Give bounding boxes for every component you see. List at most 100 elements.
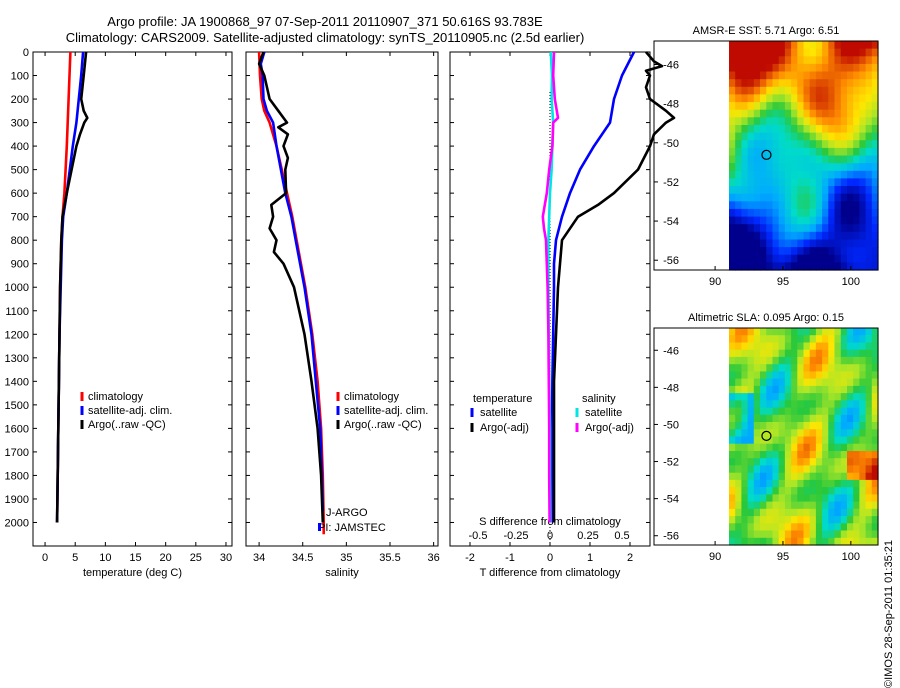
heatmap-cell bbox=[797, 102, 805, 111]
heatmap-cell bbox=[729, 537, 736, 546]
heatmap-cell bbox=[766, 385, 774, 394]
heatmap-cell bbox=[859, 41, 867, 50]
heatmap-cell bbox=[797, 132, 805, 141]
sst-map-ytick-label: -54 bbox=[663, 216, 679, 228]
heatmap-cell bbox=[847, 71, 854, 80]
heatmap-cell bbox=[735, 63, 742, 73]
heatmap-cell bbox=[791, 494, 798, 503]
heatmap-cell bbox=[772, 109, 780, 118]
heatmap-cell bbox=[753, 349, 761, 358]
heatmap-cell bbox=[815, 56, 823, 65]
heatmap-cell bbox=[871, 472, 879, 481]
heatmap-cell bbox=[772, 537, 780, 546]
heatmap-cell bbox=[747, 479, 755, 488]
heatmap-cell bbox=[871, 364, 879, 372]
heatmap-cell bbox=[766, 530, 774, 539]
heatmap-cell bbox=[797, 208, 805, 218]
heatmap-cell bbox=[772, 239, 780, 248]
heatmap-cell bbox=[729, 364, 736, 372]
heatmap-cell bbox=[859, 147, 867, 157]
heatmap-cell bbox=[772, 147, 780, 157]
heatmap-cell bbox=[809, 472, 817, 481]
heatmap-cell bbox=[766, 465, 774, 474]
heatmap-cell bbox=[865, 224, 873, 233]
heatmap-cell bbox=[847, 364, 854, 372]
heatmap-cell bbox=[865, 472, 873, 481]
heatmap-cell bbox=[828, 186, 836, 195]
heatmap-cell bbox=[822, 86, 829, 95]
heatmap-cell bbox=[735, 501, 742, 510]
heatmap-cell bbox=[828, 516, 836, 524]
heatmap-cell bbox=[791, 193, 798, 202]
heatmap-cell bbox=[809, 41, 817, 50]
heatmap-cell bbox=[778, 537, 786, 546]
heatmap-cell bbox=[766, 342, 774, 351]
heatmap-cell bbox=[840, 117, 848, 126]
sla-map-ytick-label: -46 bbox=[663, 345, 679, 357]
heatmap-cell bbox=[853, 328, 860, 336]
heatmap-cell bbox=[803, 56, 811, 65]
sla-map-ytick-label: -48 bbox=[663, 382, 679, 394]
heatmap-cell bbox=[760, 385, 767, 394]
heatmap-cell bbox=[772, 247, 780, 256]
heatmap-cell bbox=[747, 193, 755, 202]
heatmap-cell bbox=[741, 400, 749, 409]
depth-tick-label: 1600 bbox=[5, 423, 29, 435]
heatmap-cell bbox=[778, 147, 786, 157]
heatmap-cell bbox=[753, 479, 761, 488]
heatmap-cell bbox=[847, 94, 854, 103]
heatmap-cell bbox=[809, 193, 817, 202]
heatmap-cell bbox=[741, 371, 749, 380]
heatmap-cell bbox=[784, 170, 792, 179]
heatmap-cell bbox=[828, 494, 836, 503]
heatmap-cell bbox=[778, 224, 786, 233]
heatmap-cell bbox=[729, 436, 736, 445]
heatmap-cell bbox=[735, 400, 742, 409]
heatmap-cell bbox=[815, 79, 823, 88]
sst-map-xtick-label: 95 bbox=[777, 276, 789, 288]
heatmap-cell bbox=[834, 155, 842, 164]
heatmap-cell bbox=[772, 422, 780, 430]
heatmap-cell bbox=[747, 247, 755, 256]
heatmap-cell bbox=[871, 516, 879, 524]
heatmap-cell bbox=[847, 393, 854, 401]
heatmap-cell bbox=[778, 247, 786, 256]
heatmap-cell bbox=[822, 193, 829, 202]
heatmap-cell bbox=[834, 487, 842, 495]
heatmap-cell bbox=[784, 501, 792, 510]
heatmap-cell bbox=[840, 451, 848, 459]
heatmap-cell bbox=[791, 147, 798, 157]
heatmap-cell bbox=[815, 94, 823, 103]
heatmap-cell bbox=[847, 109, 854, 118]
heatmap-cell bbox=[791, 231, 798, 240]
heatmap-cell bbox=[772, 94, 780, 103]
heatmap-cell bbox=[791, 393, 798, 401]
heatmap-cell bbox=[772, 429, 780, 438]
heatmap-cell bbox=[784, 132, 792, 141]
heatmap-cell bbox=[834, 231, 842, 240]
heatmap-cell bbox=[797, 385, 805, 394]
heatmap-cell bbox=[760, 109, 767, 118]
heatmap-cell bbox=[847, 254, 854, 263]
heatmap-cell bbox=[828, 479, 836, 488]
heatmap-cell bbox=[853, 201, 860, 210]
heatmap-cell bbox=[828, 501, 836, 510]
heatmap-cell bbox=[741, 501, 749, 510]
heatmap-cell bbox=[853, 71, 860, 80]
heatmap-cell bbox=[778, 385, 786, 394]
heatmap-cell bbox=[834, 86, 842, 95]
heatmap-cell bbox=[753, 109, 761, 118]
heatmap-cell bbox=[741, 508, 749, 517]
heatmap-cell bbox=[797, 378, 805, 387]
heatmap-cell bbox=[766, 458, 774, 466]
heatmap-cell bbox=[760, 537, 767, 546]
heatmap-cell bbox=[729, 71, 736, 80]
heatmap-cell bbox=[784, 224, 792, 233]
sst-map-ytick-label: -56 bbox=[663, 255, 679, 267]
heatmap-cell bbox=[772, 63, 780, 73]
heatmap-cell bbox=[772, 407, 780, 416]
heatmap-cell bbox=[809, 224, 817, 233]
heatmap-cell bbox=[822, 132, 829, 141]
heatmap-cell bbox=[847, 201, 854, 210]
sst-map-title: AMSR-E SST: 5.71 Argo: 6.51 bbox=[693, 25, 840, 37]
